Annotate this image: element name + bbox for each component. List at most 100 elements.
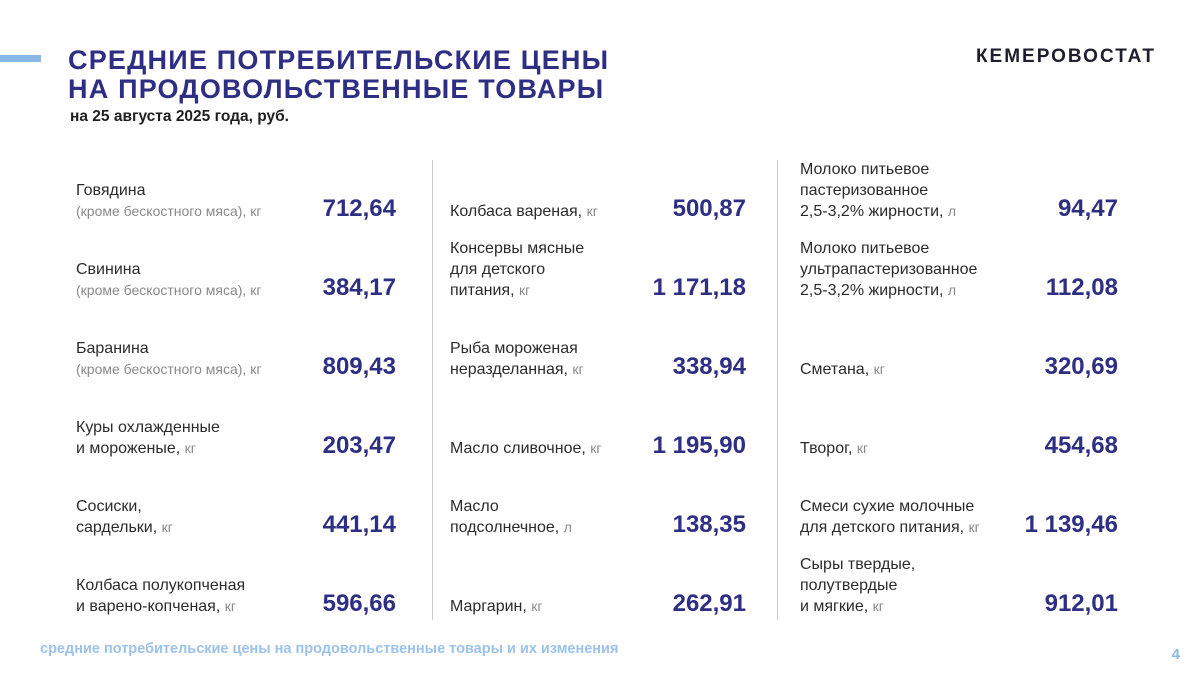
product-name: Сыры твердые, полутвердые и мягкие, кг <box>800 554 915 617</box>
price-item: Масло подсолнечное, л 138,35 <box>450 466 746 540</box>
product-name: Сосиски, сардельки, кг <box>76 496 173 538</box>
product-note: (кроме бескостного мяса), кг <box>76 282 262 298</box>
column-divider-2 <box>777 160 778 620</box>
title-line-1: СРЕДНИЕ ПОТРЕБИТЕЛЬСКИЕ ЦЕНЫ <box>68 45 610 75</box>
price-item: Смеси сухие молочные для детского питания… <box>800 466 1118 540</box>
price-value: 809,43 <box>322 353 396 380</box>
product-name-line: Маргарин, кг <box>450 598 543 615</box>
footer-caption: средние потребительские цены на продовол… <box>40 641 619 657</box>
page-number: 4 <box>1171 646 1180 663</box>
price-value: 1 195,90 <box>652 432 746 459</box>
product-name-line: подсолнечное, л <box>450 519 572 536</box>
price-item: Колбаса полукопченая и варено-копченая, к… <box>76 545 396 619</box>
product-name-line: Рыба мороженая <box>450 340 578 357</box>
product-name-line: полутвердые <box>800 577 898 594</box>
product-name-line: Колбаса вареная, кг <box>450 203 598 220</box>
price-item: Масло сливочное, кг 1 195,90 <box>450 387 746 461</box>
price-value: 712,64 <box>322 195 396 222</box>
product-name-line: Говядина <box>76 182 146 199</box>
price-item: Маргарин, кг 262,91 <box>450 545 746 619</box>
product-name-line: Колбаса полукопченая <box>76 577 246 594</box>
price-item: Молоко питьевое пастеризованное 2,5-3,2% ж… <box>800 150 1118 224</box>
price-value: 203,47 <box>322 432 396 459</box>
unit-label: кг <box>872 598 884 614</box>
product-name-line: для детского питания, кг <box>800 519 980 536</box>
product-name-line: и мороженые, кг <box>76 440 196 457</box>
product-name-line: Творог, кг <box>800 440 869 457</box>
price-item: Баранина (кроме бескостного мяса), кг 809,… <box>76 308 396 382</box>
price-value: 138,35 <box>672 511 746 538</box>
product-name-line: Консервы мясные <box>450 240 585 257</box>
product-name-line: сардельки, кг <box>76 519 173 536</box>
product-name: Свинина (кроме бескостного мяса), кг <box>76 259 261 301</box>
product-name-line: пастеризованное <box>800 182 929 199</box>
price-value: 320,69 <box>1044 353 1118 380</box>
price-item: Консервы мясные для детского питания, кг 1 … <box>450 229 746 303</box>
unit-label: кг <box>590 440 602 456</box>
product-name-line: неразделанная, кг <box>450 361 584 378</box>
product-name-line: Свинина <box>76 261 141 278</box>
product-note: (кроме бескостного мяса), кг <box>76 361 262 377</box>
price-item: Сметана, кг 320,69 <box>800 308 1118 382</box>
product-name: Масло сливочное, кг <box>450 438 602 459</box>
unit-label: кг <box>572 361 584 377</box>
product-name: Сметана, кг <box>800 359 885 380</box>
unit-label: кг <box>184 440 196 456</box>
price-item: Творог, кг 454,68 <box>800 387 1118 461</box>
unit-label: кг <box>586 203 598 219</box>
product-name: Маргарин, кг <box>450 596 543 617</box>
unit-label: кг <box>873 361 885 377</box>
product-name: Молоко питьевое пастеризованное 2,5-3,2% ж… <box>800 159 956 222</box>
product-name-line: Куры охлажденные <box>76 419 220 436</box>
product-name: Молоко питьевое ультрапастеризованное 2,5-… <box>800 238 977 301</box>
price-item: Куры охлажденные и мороженые, кг 203,47 <box>76 387 396 461</box>
column-divider-1 <box>432 160 433 620</box>
product-name-line: Масло сливочное, кг <box>450 440 602 457</box>
price-item: Говядина (кроме бескостного мяса), кг 712,… <box>76 150 396 224</box>
unit-label: кг <box>856 440 869 456</box>
price-item: Свинина (кроме бескостного мяса), кг 384,1… <box>76 229 396 303</box>
product-name-line: 2,5-3,2% жирности, л <box>800 282 957 299</box>
price-value: 384,17 <box>322 274 396 301</box>
product-name: Колбаса полукопченая и варено-копченая, к… <box>76 575 245 617</box>
price-value: 596,66 <box>322 590 396 617</box>
product-name-line: для детского <box>450 261 546 278</box>
price-value: 500,87 <box>672 195 746 222</box>
product-name-line: и мягкие, кг <box>800 598 884 615</box>
price-value: 262,91 <box>672 590 746 617</box>
unit-label: кг <box>224 598 236 614</box>
price-value: 454,68 <box>1044 432 1118 459</box>
product-name-line: 2,5-3,2% жирности, л <box>800 203 957 220</box>
unit-label: л <box>563 519 572 535</box>
price-value: 1 139,46 <box>1024 511 1118 538</box>
product-name: Говядина (кроме бескостного мяса), кг <box>76 180 261 222</box>
product-name: Консервы мясные для детского питания, кг <box>450 238 584 301</box>
product-name: Баранина (кроме бескостного мяса), кг <box>76 338 261 380</box>
unit-label: кг <box>518 282 531 298</box>
product-name-line: Молоко питьевое <box>800 240 930 257</box>
price-value: 94,47 <box>1057 195 1118 222</box>
product-name: Куры охлажденные и мороженые, кг <box>76 417 220 459</box>
page-subtitle: на 25 августа 2025 года, руб. <box>70 108 289 125</box>
price-value: 912,01 <box>1044 590 1118 617</box>
product-name-line: Молоко питьевое <box>800 161 930 178</box>
title-line-2: НА ПРОДОВОЛЬСТВЕННЫЕ ТОВАРЫ <box>68 74 605 104</box>
price-value: 338,94 <box>672 353 746 380</box>
price-value: 112,08 <box>1045 274 1118 301</box>
product-name-line: и варено-копченая, кг <box>76 598 236 615</box>
price-item: Молоко питьевое ультрапастеризованное 2,5-… <box>800 229 1118 303</box>
price-item: Сыры твердые, полутвердые и мягкие, кг 912,… <box>800 545 1118 619</box>
unit-label: кг <box>968 519 980 535</box>
product-name: Колбаса вареная, кг <box>450 201 598 222</box>
price-item: Колбаса вареная, кг 500,87 <box>450 150 746 224</box>
unit-label: л <box>947 203 957 219</box>
product-name-line: Масло <box>450 498 499 515</box>
product-note: (кроме бескостного мяса), кг <box>76 203 262 219</box>
unit-label: кг <box>161 519 173 535</box>
unit-label: кг <box>531 598 543 614</box>
product-name-line: ультрапастеризованное <box>800 261 978 278</box>
page-title: СРЕДНИЕ ПОТРЕБИТЕЛЬСКИЕ ЦЕНЫ НА ПРОДОВОЛ… <box>68 46 609 104</box>
product-name: Творог, кг <box>800 438 868 459</box>
product-name-line: Смеси сухие молочные <box>800 498 975 515</box>
accent-bar <box>0 55 41 62</box>
